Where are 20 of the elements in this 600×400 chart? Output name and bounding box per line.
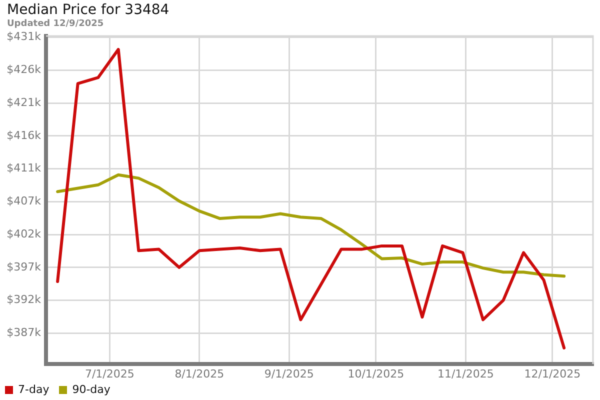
y-tick-label: $387k — [6, 326, 42, 340]
x-tick-label: 10/1/2025 — [348, 367, 404, 380]
y-tick-label: $392k — [6, 293, 42, 306]
y-tick-label: $411k — [6, 162, 42, 175]
chart-title: Median Price for 33484 — [7, 2, 170, 19]
x-tick-label: 9/1/2025 — [264, 367, 314, 380]
y-tick-label: $431k — [6, 30, 42, 44]
y-tick-label: $402k — [6, 227, 42, 240]
y-tick-label: $397k — [6, 260, 42, 274]
x-tick-label: 12/1/2025 — [524, 367, 581, 380]
y-tick-label: $407k — [6, 194, 42, 208]
y-tick-label: $426k — [6, 63, 42, 76]
chart-subtitle: Updated 12/9/2025 — [7, 19, 104, 30]
x-tick-label: 11/1/2025 — [437, 367, 494, 380]
y-tick-label: $421k — [6, 96, 42, 109]
y-tick-label: $416k — [6, 128, 42, 142]
legend-label: 7-day — [18, 383, 50, 396]
x-tick-label: 8/1/2025 — [174, 367, 224, 380]
legend-label: 90-day — [72, 383, 110, 396]
x-tick-label: 7/1/2025 — [84, 367, 134, 380]
